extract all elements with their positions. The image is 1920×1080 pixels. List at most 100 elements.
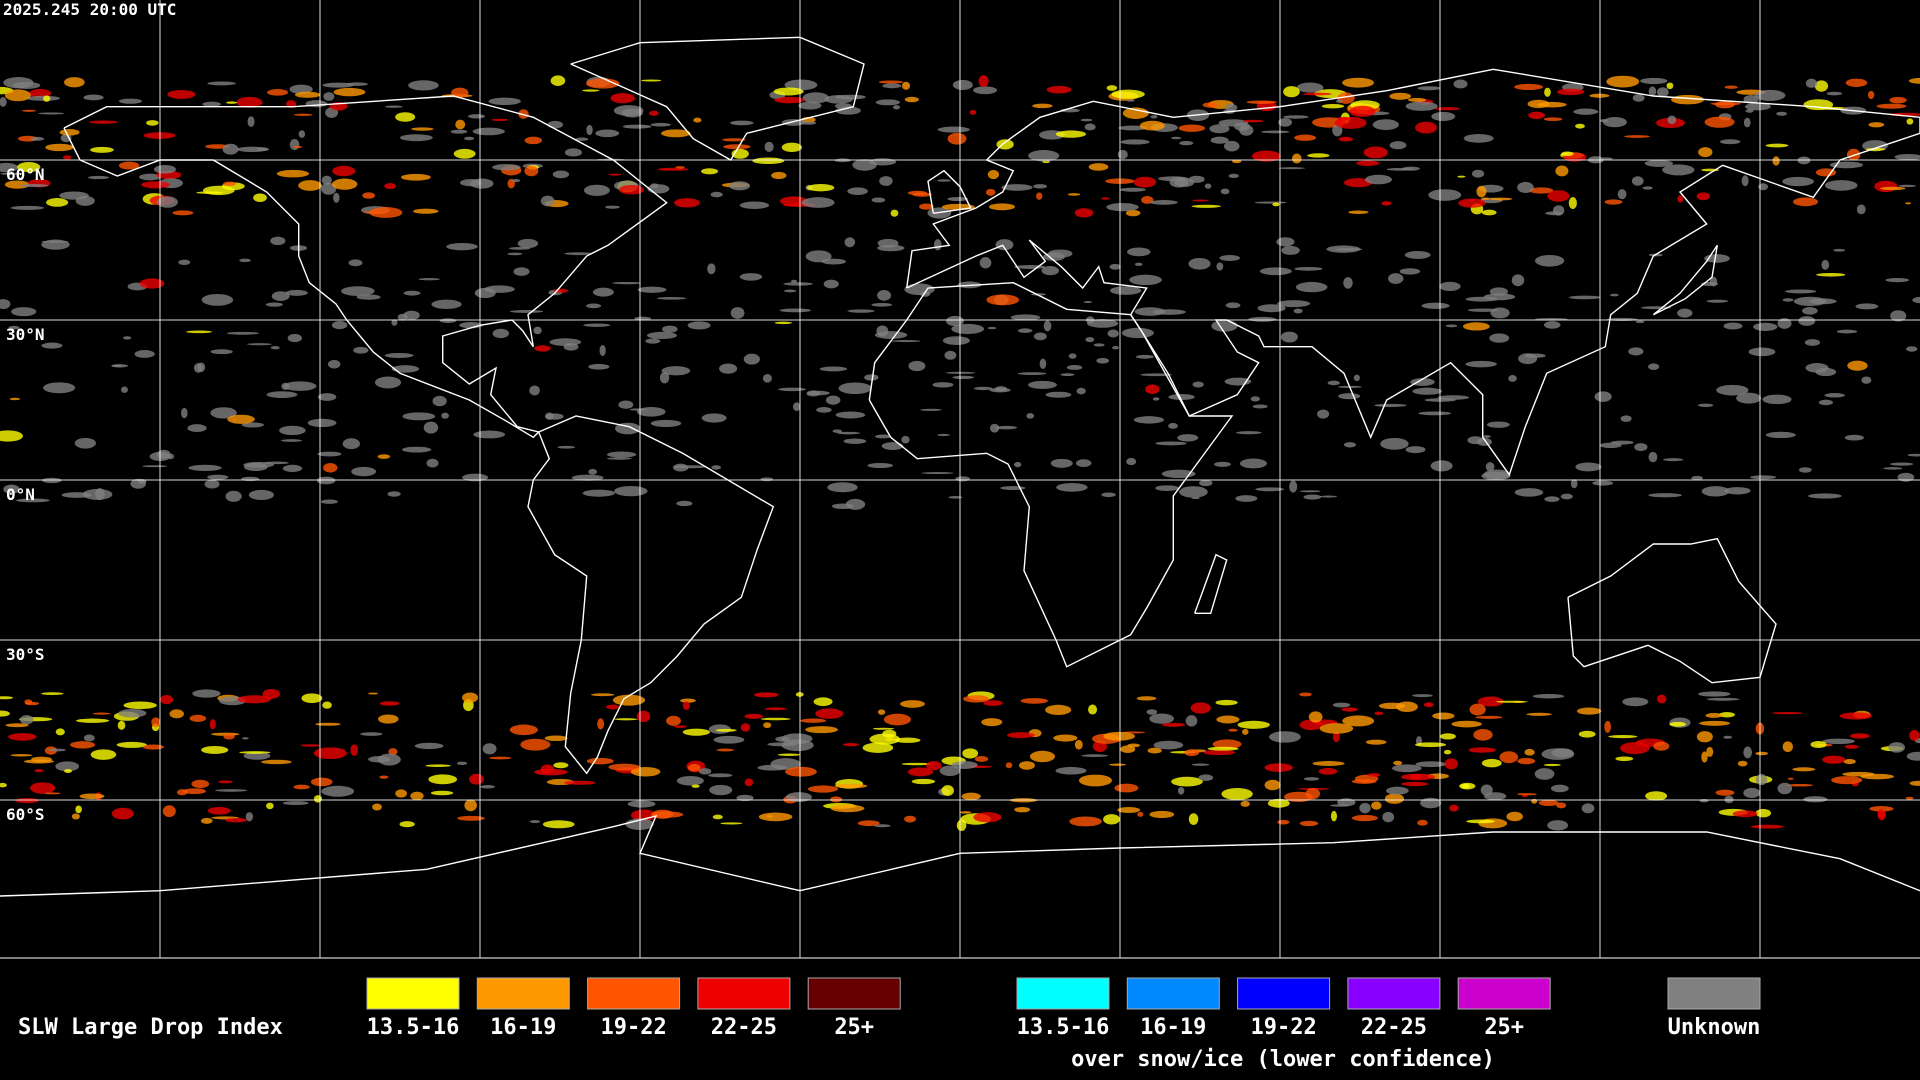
- cloud-patch: [10, 753, 33, 757]
- cloud-patch: [368, 755, 391, 763]
- cloud-patch: [1506, 811, 1523, 822]
- cloud-patch: [146, 120, 159, 126]
- cloud-patch: [900, 700, 925, 708]
- cloud-patch: [1804, 339, 1821, 346]
- cloud-patch: [1110, 286, 1142, 295]
- legend-label: 16-19: [1140, 1015, 1206, 1040]
- cloud-patch: [529, 385, 540, 396]
- cloud-patch: [901, 435, 910, 444]
- cloud-patch: [1642, 186, 1653, 190]
- cloud-patch: [1696, 192, 1711, 201]
- cloud-patch: [1556, 802, 1567, 809]
- cloud-patch: [1188, 175, 1205, 183]
- cloud-patch: [1239, 458, 1267, 469]
- cloud-patch: [1236, 431, 1262, 435]
- cloud-patch: [1908, 77, 1920, 84]
- cloud-patch: [239, 751, 271, 754]
- cloud-patch: [524, 165, 539, 177]
- cloud-patch: [1743, 117, 1751, 128]
- cloud-patch: [10, 205, 45, 210]
- cloud-patch: [439, 318, 457, 323]
- cloud-patch: [44, 792, 61, 795]
- cloud-patch: [176, 789, 188, 796]
- cloud-patch: [1293, 308, 1303, 314]
- cloud-patch: [3, 77, 34, 89]
- cloud-patch: [843, 438, 867, 444]
- cloud-patch: [770, 758, 801, 770]
- cloud-patch: [333, 87, 366, 97]
- cloud-patch: [835, 94, 866, 100]
- cloud-patch: [1814, 80, 1829, 92]
- cloud-patch: [823, 279, 839, 289]
- cloud-patch: [1634, 443, 1648, 452]
- cloud-patch: [321, 785, 355, 797]
- cloud-patch: [30, 782, 56, 794]
- cloud-patch: [1388, 273, 1404, 284]
- cloud-patch: [1295, 281, 1328, 293]
- cloud-patch: [1514, 488, 1544, 497]
- cloud-patch: [265, 302, 283, 307]
- cloud-patch: [1787, 777, 1794, 780]
- cloud-patch: [142, 465, 168, 468]
- cloud-patch: [38, 112, 65, 115]
- legend-label: 19-22: [1250, 1015, 1316, 1040]
- cloud-patch: [630, 767, 661, 777]
- cloud-patch: [877, 709, 886, 715]
- cloud-patch: [441, 412, 449, 419]
- cloud-patch: [182, 788, 206, 795]
- cloud-patch: [1803, 796, 1828, 803]
- cloud-patch: [830, 796, 843, 803]
- cloud-patch: [586, 124, 593, 136]
- cloud-patch: [597, 718, 605, 730]
- cloud-patch: [362, 192, 376, 199]
- cloud-patch: [29, 88, 52, 98]
- cloud-patch: [1219, 254, 1241, 261]
- cloud-patch: [549, 338, 582, 346]
- cloud-patch: [1191, 497, 1200, 500]
- cloud-patch: [74, 437, 96, 449]
- cloud-patch: [785, 766, 817, 777]
- cloud-patch: [1754, 89, 1786, 101]
- cloud-patch: [588, 363, 610, 370]
- cloud-patch: [1486, 421, 1510, 428]
- cloud-patch: [590, 693, 615, 697]
- cloud-patch: [118, 161, 140, 170]
- cloud-patch: [1101, 492, 1116, 498]
- cloud-patch: [744, 713, 764, 719]
- cloud-patch: [1897, 472, 1915, 482]
- cloud-patch: [1296, 82, 1324, 93]
- cloud-patch: [730, 120, 754, 126]
- cloud-patch: [1028, 150, 1060, 162]
- cloud-patch: [1624, 135, 1650, 138]
- cloud-patch: [1547, 190, 1570, 202]
- cloud-patch: [430, 790, 454, 796]
- cloud-patch: [223, 733, 235, 740]
- cloud-patch: [242, 737, 249, 740]
- cloud-patch: [1473, 728, 1493, 741]
- cloud-patch: [225, 101, 238, 104]
- cloud-patch: [1543, 117, 1563, 121]
- cloud-patch: [1055, 130, 1087, 138]
- cloud-patch: [661, 366, 691, 376]
- cloud-patch: [492, 164, 521, 171]
- coastline: [868, 281, 1234, 668]
- cloud-patch: [1705, 712, 1723, 718]
- cloud-patch: [1359, 802, 1371, 814]
- cloud-patch: [1822, 755, 1846, 764]
- cloud-patch: [1743, 746, 1753, 759]
- cloud-patch: [1518, 353, 1538, 365]
- cloud-patch: [1317, 409, 1330, 419]
- cloud-patch: [261, 759, 292, 765]
- cloud-patch: [771, 171, 787, 180]
- cloud-patch: [1332, 702, 1351, 708]
- cloud-patch: [1204, 183, 1212, 189]
- cloud-patch: [19, 184, 49, 188]
- cloud-patch: [464, 136, 475, 141]
- cloud-patch: [1463, 134, 1494, 143]
- cloud-patch: [1481, 758, 1502, 768]
- cloud-patch: [151, 717, 161, 727]
- cloud-patch: [187, 424, 207, 432]
- cloud-patch: [711, 465, 722, 470]
- cloud-patch: [988, 203, 1016, 211]
- cloud-patch: [1126, 99, 1135, 102]
